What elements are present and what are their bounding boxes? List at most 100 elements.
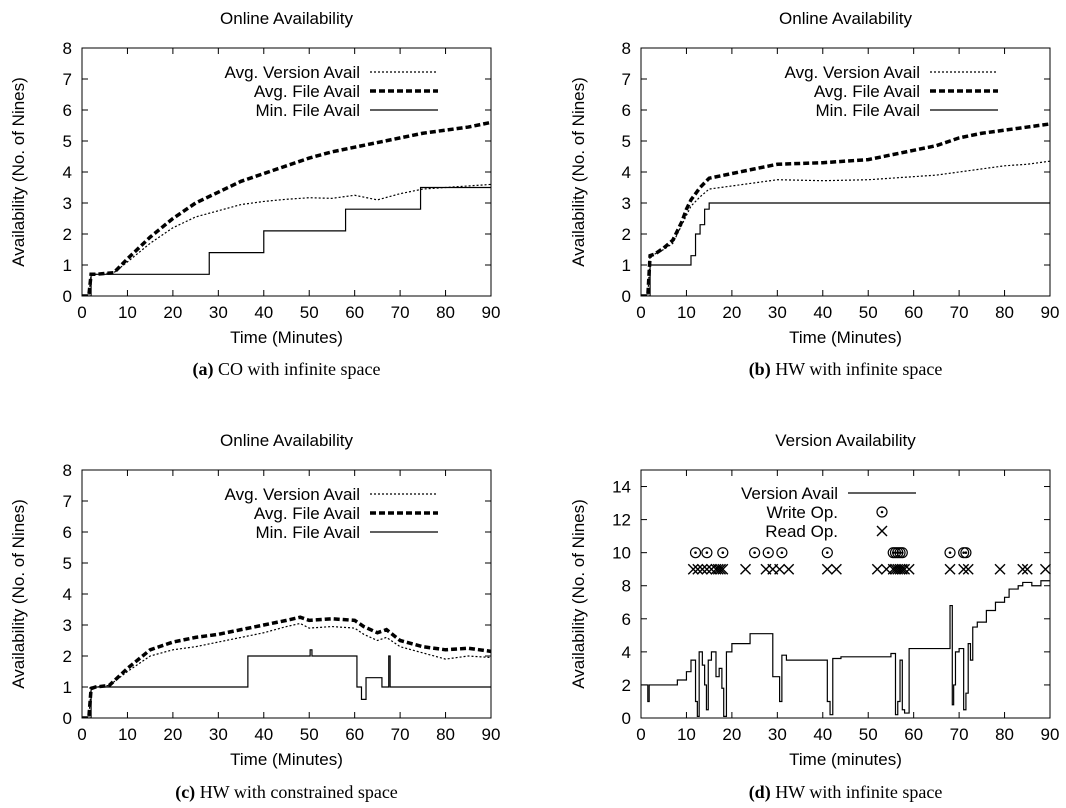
y-tick-label: 6 [63, 523, 72, 542]
data-point [896, 547, 908, 559]
data-point [1021, 563, 1033, 575]
y-tick-label: 0 [63, 709, 72, 728]
plot-frame [640, 469, 1051, 719]
y-tick-label: 8 [63, 39, 72, 58]
x-tick-label: 70 [950, 303, 969, 322]
chart-a: 0 10 20 30 40 50 60 70 80 90 0 1 2 3 4 5 6 7 8 Online Avail… [9, 9, 500, 380]
data-point [717, 547, 729, 559]
x-tick-label: 0 [636, 725, 645, 744]
caption-text: HW with constrained space [195, 782, 398, 802]
y-tick-label: 5 [63, 132, 72, 151]
chart-title: Online Availability [220, 9, 353, 28]
x-tick-label: 90 [482, 303, 501, 322]
x-tick-label: 70 [950, 725, 969, 744]
caption-text: HW with infinite space [771, 359, 943, 379]
data-point [692, 563, 704, 575]
x-tick-label: 70 [391, 725, 410, 744]
y-tick-label: 7 [622, 70, 631, 89]
data-point [1017, 563, 1029, 575]
data-point [962, 563, 974, 575]
legend-marker [876, 525, 888, 537]
data-point [958, 563, 970, 575]
y-tick-label: 12 [612, 511, 631, 530]
legend-label: Version Avail [741, 484, 838, 503]
series-line-avg-version-avail [82, 183, 491, 296]
y-tick-label: 8 [622, 39, 631, 58]
figure-caption: (b) HW with infinite space [749, 359, 943, 380]
x-tick-label: 20 [163, 303, 182, 322]
x-tick-label: 0 [636, 303, 645, 322]
data-point [712, 563, 724, 575]
data-point [821, 547, 833, 559]
y-tick-label: 5 [622, 132, 631, 151]
chart-title: Online Availability [220, 431, 353, 450]
series-line-min-file-avail [82, 186, 491, 296]
data-point [715, 563, 727, 575]
x-tick-label: 80 [995, 725, 1014, 744]
y-tick-label: 0 [622, 709, 631, 728]
x-tick-label: 80 [436, 725, 455, 744]
data-point [830, 563, 842, 575]
legend-label: Avg. Version Avail [225, 485, 360, 504]
x-tick-label: 20 [722, 303, 741, 322]
series-line-avg-file-avail [641, 122, 1050, 296]
y-tick-label: 2 [622, 676, 631, 695]
data-point [994, 563, 1006, 575]
x-tick-label: 90 [1041, 303, 1060, 322]
x-tick-label: 50 [859, 725, 878, 744]
y-tick-label: 1 [63, 256, 72, 275]
y-tick-label: 8 [63, 461, 72, 480]
data-point [762, 547, 774, 559]
y-tick-label: 14 [612, 478, 631, 497]
data-point [903, 563, 915, 575]
y-axis-label: Availability (No. of Nines) [9, 77, 28, 267]
data-point [821, 563, 833, 575]
x-tick-label: 0 [77, 303, 86, 322]
x-tick-label: 80 [995, 303, 1014, 322]
data-point [783, 563, 795, 575]
y-axis-label: Availability (No. of Nines) [569, 77, 588, 267]
x-tick-label: 90 [1041, 725, 1060, 744]
data-point [894, 563, 906, 575]
legend-label: Avg. File Avail [814, 82, 920, 101]
data-point [944, 547, 956, 559]
data-point [776, 547, 788, 559]
legend-label: Min. File Avail [815, 101, 920, 120]
x-axis-label: Time (Minutes) [230, 750, 343, 769]
figure-caption: (a) CO with infinite space [193, 359, 381, 380]
series-line-avg-file-avail [82, 615, 491, 718]
y-tick-label: 8 [622, 577, 631, 596]
y-tick-label: 6 [622, 101, 631, 120]
y-tick-label: 0 [63, 287, 72, 306]
data-point [960, 547, 972, 559]
series-line-min-file-avail [641, 202, 1050, 296]
x-tick-label: 60 [345, 725, 364, 744]
data-point [717, 563, 729, 575]
data-point [740, 563, 752, 575]
x-tick-label: 60 [904, 303, 923, 322]
x-tick-label: 10 [677, 725, 696, 744]
series-line-avg-version-avail [641, 160, 1050, 296]
caption-text: CO with infinite space [214, 359, 381, 379]
y-tick-label: 3 [63, 616, 72, 635]
x-tick-label: 50 [300, 303, 319, 322]
caption-text: HW with infinite space [771, 782, 943, 802]
x-tick-label: 10 [677, 303, 696, 322]
caption-tag: (c) [175, 782, 195, 803]
y-tick-label: 1 [622, 256, 631, 275]
data-point [701, 547, 713, 559]
series-write-op- [689, 547, 972, 559]
data-point [701, 563, 713, 575]
y-axis-label: Availability (No. of Nines) [569, 499, 588, 689]
x-tick-label: 60 [904, 725, 923, 744]
y-tick-label: 4 [622, 163, 631, 182]
x-tick-label: 20 [163, 725, 182, 744]
legend-label: Min. File Avail [255, 101, 360, 120]
y-tick-label: 7 [63, 492, 72, 511]
data-point [1039, 563, 1051, 575]
x-tick-label: 30 [768, 303, 787, 322]
